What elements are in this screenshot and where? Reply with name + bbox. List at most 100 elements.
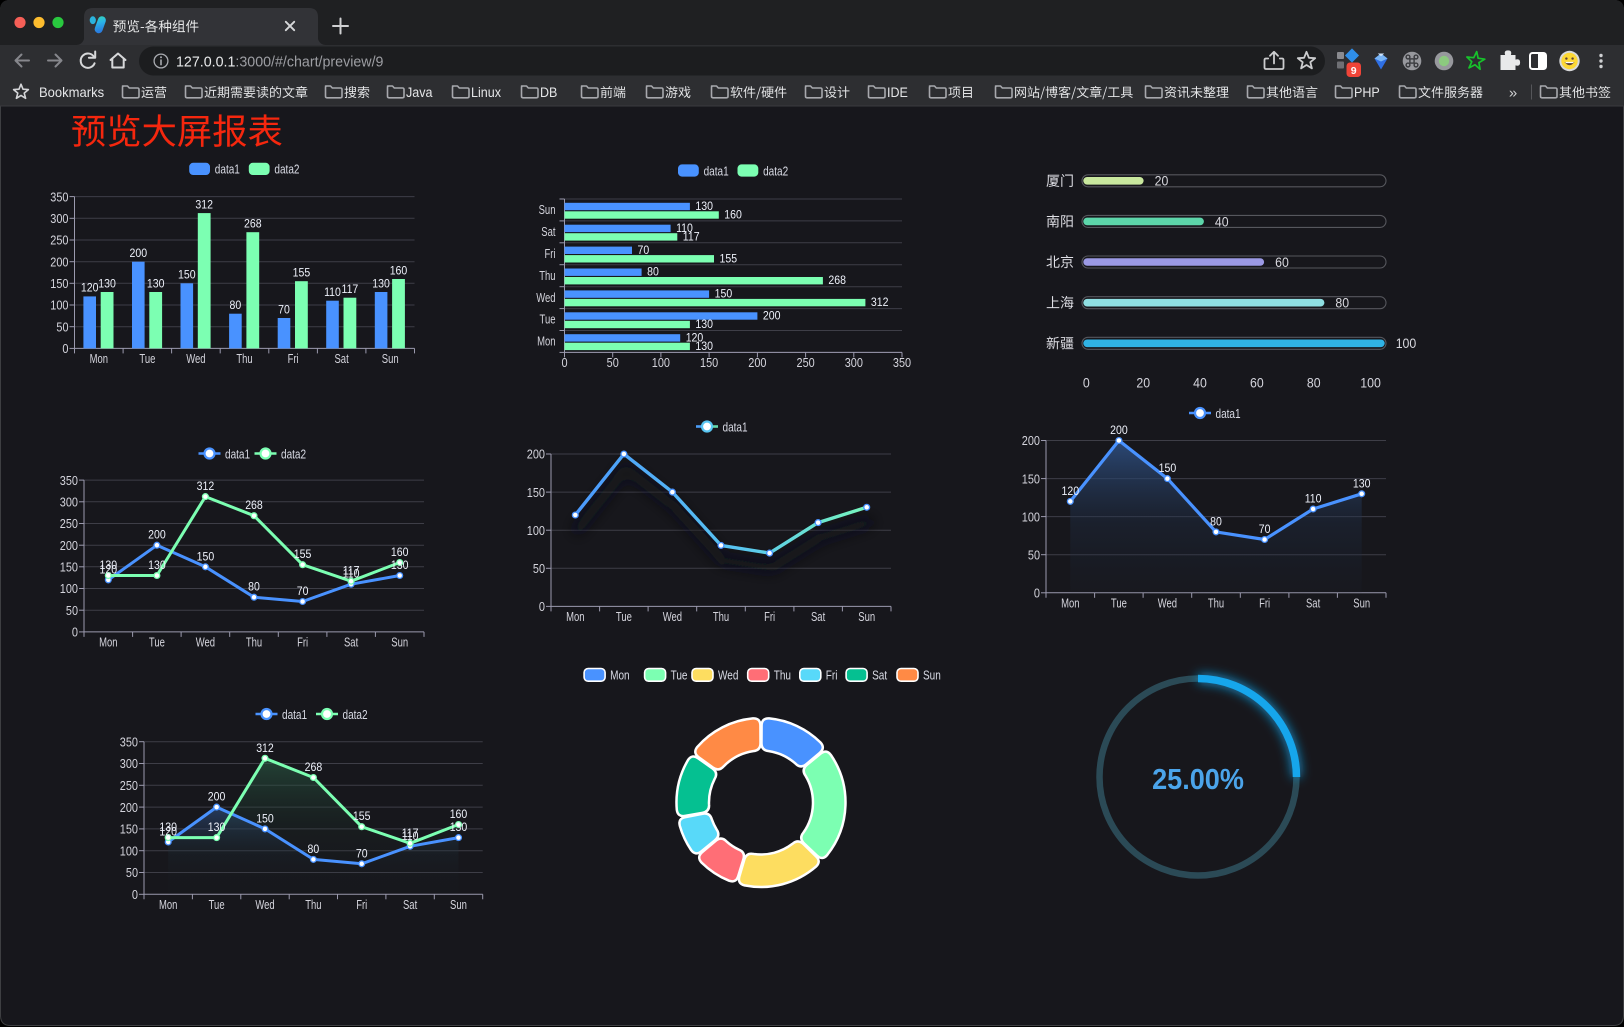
svg-text:130: 130	[159, 820, 177, 834]
svg-text:0: 0	[72, 625, 78, 640]
svg-text:70: 70	[638, 243, 650, 257]
svg-text:110: 110	[324, 285, 341, 299]
svg-text:Wed: Wed	[536, 290, 555, 305]
svg-text:data1: data1	[215, 162, 240, 177]
svg-text:120: 120	[81, 281, 99, 295]
svg-text:Wed: Wed	[255, 897, 274, 912]
svg-text:130: 130	[450, 820, 468, 834]
svg-text:150: 150	[50, 276, 68, 291]
svg-text:40: 40	[1215, 214, 1229, 229]
svg-text:Tue: Tue	[540, 312, 556, 327]
svg-text:110: 110	[343, 567, 360, 581]
svg-text:IDE: IDE	[887, 85, 908, 100]
svg-text:155: 155	[353, 809, 371, 823]
svg-text:200: 200	[148, 528, 166, 542]
svg-text:150: 150	[256, 811, 274, 825]
svg-text:350: 350	[50, 189, 68, 204]
svg-text:Sun: Sun	[858, 609, 875, 624]
svg-text:80: 80	[1210, 514, 1222, 528]
svg-text:130: 130	[98, 276, 116, 290]
svg-text:117: 117	[342, 282, 359, 296]
svg-text:Sun: Sun	[450, 897, 467, 912]
svg-text:Thu: Thu	[236, 351, 252, 366]
svg-text:data1: data1	[225, 446, 250, 461]
svg-text:350: 350	[60, 473, 78, 488]
svg-text:Mon: Mon	[1061, 595, 1079, 610]
svg-text:80: 80	[1307, 375, 1321, 390]
svg-text:117: 117	[683, 229, 700, 243]
svg-text:Linux: Linux	[471, 85, 501, 100]
svg-text:50: 50	[56, 319, 68, 334]
svg-text:250: 250	[60, 516, 78, 531]
svg-text:50: 50	[607, 355, 619, 370]
svg-text:80: 80	[230, 298, 242, 312]
svg-text:200: 200	[208, 790, 226, 804]
svg-text:200: 200	[748, 355, 766, 370]
svg-text:Sun: Sun	[1353, 595, 1370, 610]
svg-text:Mon: Mon	[159, 897, 177, 912]
svg-text:110: 110	[676, 221, 693, 235]
svg-text:70: 70	[1259, 522, 1271, 536]
svg-text:Fri: Fri	[764, 609, 775, 624]
svg-text:Bookmarks: Bookmarks	[39, 84, 104, 100]
svg-text:80: 80	[647, 265, 659, 279]
svg-text:250: 250	[50, 233, 68, 248]
svg-text:Thu: Thu	[774, 668, 791, 683]
svg-text:120: 120	[1062, 484, 1080, 498]
svg-text:130: 130	[695, 339, 713, 353]
svg-text:Mon: Mon	[99, 635, 117, 650]
svg-text:130: 130	[372, 276, 390, 290]
svg-text:200: 200	[763, 309, 781, 323]
svg-text:110: 110	[1305, 492, 1322, 506]
svg-text:300: 300	[120, 756, 138, 771]
svg-text:100: 100	[120, 843, 138, 858]
svg-text:150: 150	[1159, 461, 1177, 475]
svg-text:312: 312	[195, 197, 213, 211]
svg-text:100: 100	[1360, 375, 1381, 390]
svg-text:250: 250	[797, 355, 815, 370]
svg-text:120: 120	[100, 562, 118, 576]
svg-text:Tue: Tue	[139, 351, 155, 366]
svg-text:Mon: Mon	[90, 351, 108, 366]
svg-text:130: 130	[100, 558, 118, 572]
svg-text:Thu: Thu	[1208, 595, 1224, 610]
svg-text:60: 60	[1250, 375, 1264, 390]
svg-text:100: 100	[50, 298, 68, 313]
svg-text:200: 200	[1110, 423, 1128, 437]
svg-text:Sat: Sat	[541, 224, 556, 239]
svg-text:130: 130	[208, 820, 226, 834]
svg-text:268: 268	[828, 273, 846, 287]
svg-text:300: 300	[60, 495, 78, 510]
svg-text:150: 150	[1022, 471, 1040, 486]
svg-text:150: 150	[60, 560, 78, 575]
svg-text:data2: data2	[763, 163, 788, 178]
svg-text:130: 130	[695, 199, 713, 213]
svg-text:Tue: Tue	[616, 609, 632, 624]
svg-text:70: 70	[297, 584, 309, 598]
svg-text:0: 0	[561, 355, 567, 370]
svg-text:data1: data1	[1216, 406, 1241, 421]
svg-text:80: 80	[1335, 296, 1349, 311]
svg-text:DB: DB	[540, 85, 557, 100]
svg-text:350: 350	[893, 355, 911, 370]
svg-text:130: 130	[695, 317, 713, 331]
svg-text:0: 0	[1083, 375, 1090, 390]
svg-text:130: 130	[391, 558, 409, 572]
svg-text:Sun: Sun	[539, 202, 556, 217]
svg-text:Thu: Thu	[246, 635, 262, 650]
svg-text:130: 130	[147, 276, 165, 290]
svg-text:Fri: Fri	[288, 351, 299, 366]
svg-text:Wed: Wed	[718, 668, 738, 683]
svg-text:25.00%: 25.00%	[1152, 764, 1244, 796]
svg-text:Tue: Tue	[209, 897, 225, 912]
svg-text:130: 130	[1353, 476, 1371, 490]
svg-text:117: 117	[402, 826, 419, 840]
svg-text:Sat: Sat	[872, 668, 887, 683]
svg-text:data1: data1	[704, 163, 729, 178]
svg-text:127.0.0.1:3000/#/chart/preview: 127.0.0.1:3000/#/chart/preview/9	[176, 53, 384, 70]
svg-text:Sun: Sun	[391, 635, 408, 650]
svg-text:Wed: Wed	[663, 609, 682, 624]
svg-text:50: 50	[66, 603, 78, 618]
svg-text:120: 120	[686, 330, 704, 344]
svg-text:155: 155	[293, 266, 311, 280]
